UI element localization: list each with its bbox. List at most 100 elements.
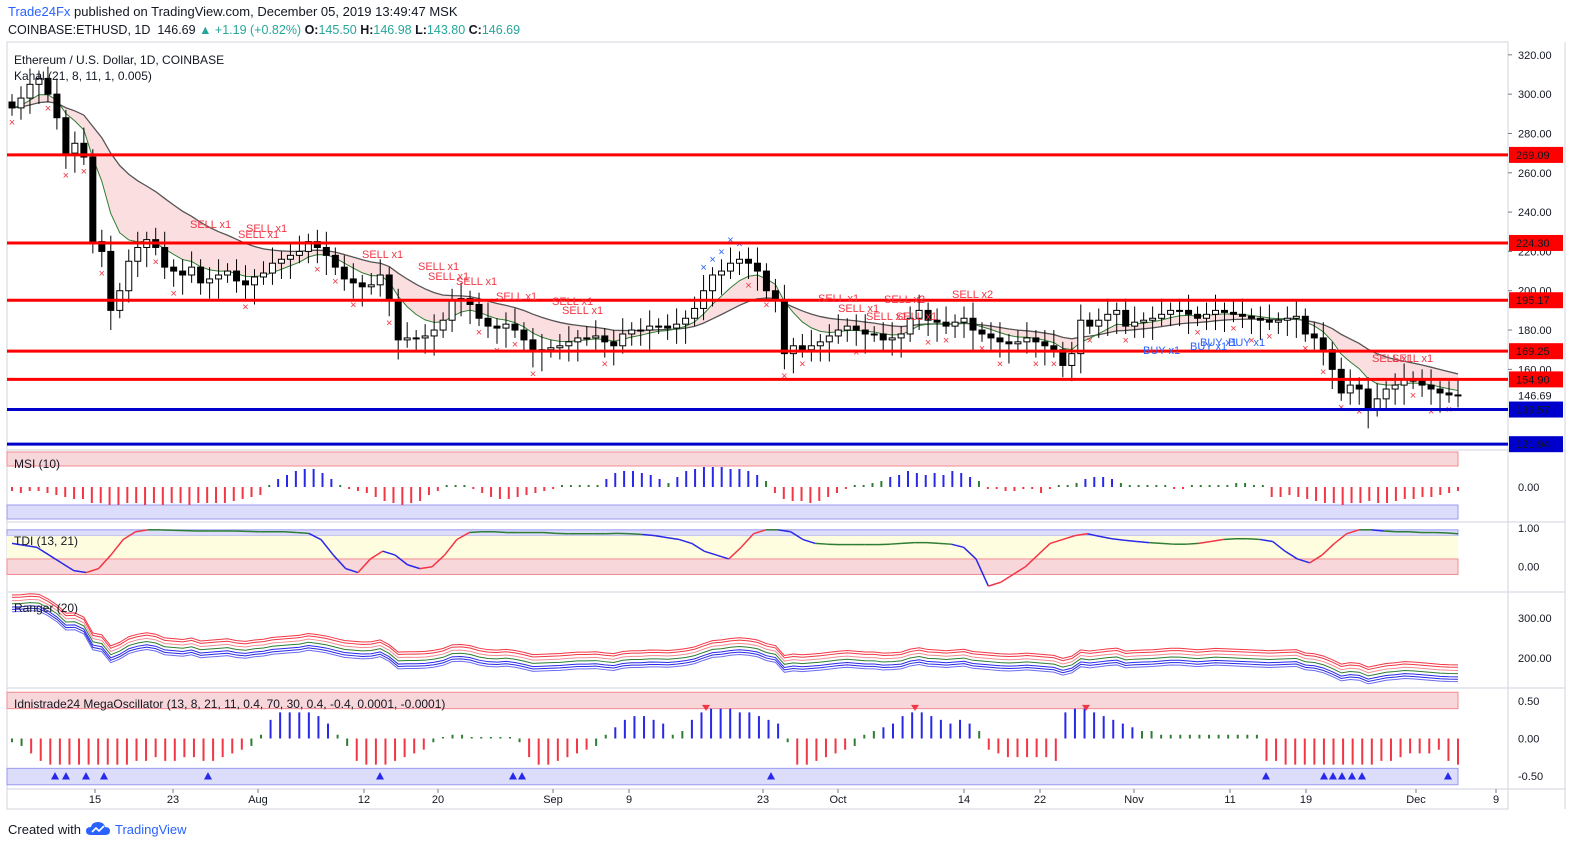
ranger-pane[interactable]: 300.00 200.00 Ranger (20) (11, 593, 1552, 685)
candle[interactable] (565, 326, 573, 362)
candle[interactable] (26, 68, 34, 114)
candle[interactable] (655, 318, 663, 334)
candle[interactable] (906, 306, 914, 342)
candle[interactable] (89, 149, 97, 254)
candle[interactable] (673, 308, 681, 344)
candle[interactable] (134, 231, 142, 277)
candle[interactable] (1238, 298, 1246, 329)
candle[interactable] (125, 249, 133, 303)
candle[interactable] (268, 247, 276, 285)
candle[interactable] (1283, 306, 1291, 336)
candle[interactable] (1292, 300, 1300, 338)
candle[interactable] (1041, 330, 1049, 366)
tdi-pane[interactable]: 1.00 0.00 TDI (13, 21) (6, 523, 1539, 587)
candle[interactable]: × (744, 247, 752, 292)
candle[interactable] (1095, 308, 1103, 338)
candle[interactable] (1346, 369, 1354, 405)
candle[interactable] (1005, 333, 1013, 364)
candle[interactable] (197, 259, 205, 295)
candle[interactable] (1149, 306, 1157, 340)
candle[interactable] (1023, 322, 1031, 354)
candle[interactable] (574, 330, 582, 362)
candle[interactable]: × (1337, 357, 1345, 414)
candle[interactable]: × (709, 254, 717, 307)
candle[interactable]: × (529, 328, 537, 380)
candle[interactable] (376, 259, 384, 297)
candle[interactable] (277, 251, 285, 279)
candle[interactable] (367, 273, 375, 295)
candle[interactable] (1364, 377, 1372, 429)
candle[interactable] (340, 255, 348, 291)
msi-pane[interactable]: 0.00 MSI (10) (6, 451, 1539, 520)
candle[interactable]: × (331, 247, 339, 288)
candle[interactable]: × (475, 292, 483, 339)
candle[interactable] (1436, 381, 1444, 413)
publisher-name[interactable]: Trade24Fx (8, 4, 71, 19)
candle[interactable] (825, 324, 833, 362)
candle[interactable] (843, 318, 851, 342)
candle[interactable]: × (44, 66, 52, 115)
candle[interactable]: × (1122, 298, 1130, 347)
candle[interactable] (834, 314, 842, 344)
candle[interactable]: × (1355, 377, 1363, 418)
candle[interactable] (556, 333, 564, 360)
candle[interactable] (17, 86, 25, 120)
candle[interactable] (71, 131, 79, 173)
candle[interactable]: × (762, 263, 770, 312)
candle[interactable] (107, 235, 115, 331)
candle[interactable] (1068, 341, 1076, 382)
candle[interactable] (1203, 302, 1211, 331)
candle[interactable] (682, 310, 690, 344)
candle[interactable] (664, 314, 672, 340)
price-pane[interactable]: 320.00300.00280.00260.00240.00220.00200.… (7, 50, 1563, 453)
candle[interactable] (807, 330, 815, 362)
candle[interactable] (1140, 312, 1148, 338)
candle[interactable]: × (1032, 330, 1040, 371)
candle[interactable] (161, 231, 169, 279)
candle[interactable] (322, 231, 330, 276)
candle[interactable] (1418, 369, 1426, 397)
candle[interactable] (439, 312, 447, 338)
candle[interactable] (1158, 298, 1166, 327)
candle[interactable]: × (942, 306, 950, 347)
candle[interactable] (233, 259, 241, 293)
candle[interactable] (430, 314, 438, 356)
candle[interactable] (1131, 306, 1139, 338)
candle[interactable] (1310, 322, 1318, 350)
candle[interactable]: × (62, 109, 70, 182)
candle[interactable] (870, 326, 878, 342)
candle[interactable] (1220, 302, 1228, 333)
candle[interactable] (502, 312, 510, 348)
candle[interactable] (592, 320, 600, 350)
candle[interactable]: × (385, 267, 393, 329)
candle[interactable] (933, 308, 941, 342)
candle[interactable] (1167, 302, 1175, 327)
candle[interactable] (1256, 306, 1264, 340)
candle[interactable] (403, 322, 411, 348)
candle[interactable] (358, 275, 366, 307)
candle[interactable]: × (924, 302, 932, 349)
candle[interactable] (179, 259, 187, 295)
candle[interactable] (1274, 312, 1282, 334)
time-axis[interactable]: 15 23 Aug 12 20 Sep 9 23 Oct 14 22 Nov 11 19 Dec 9 (89, 789, 1499, 806)
candle[interactable]: × (852, 314, 860, 359)
candle[interactable] (35, 70, 43, 104)
candle[interactable]: × (1301, 308, 1309, 355)
candle[interactable] (969, 302, 977, 350)
candle[interactable] (610, 330, 618, 366)
candle[interactable]: × (511, 308, 519, 351)
candle[interactable] (1382, 381, 1390, 411)
candle[interactable] (753, 247, 761, 291)
candle[interactable] (951, 314, 959, 338)
candle[interactable] (421, 324, 429, 354)
candle[interactable]: × (80, 127, 88, 178)
tradingview-brand[interactable]: TradingView (114, 821, 187, 837)
candle[interactable]: × (8, 94, 16, 129)
candle[interactable] (816, 333, 824, 362)
candle[interactable] (987, 322, 995, 350)
candle[interactable] (879, 322, 887, 352)
candle[interactable] (583, 326, 591, 346)
candle[interactable] (1373, 383, 1381, 417)
candle[interactable] (789, 337, 797, 374)
candle[interactable]: × (1086, 312, 1094, 347)
